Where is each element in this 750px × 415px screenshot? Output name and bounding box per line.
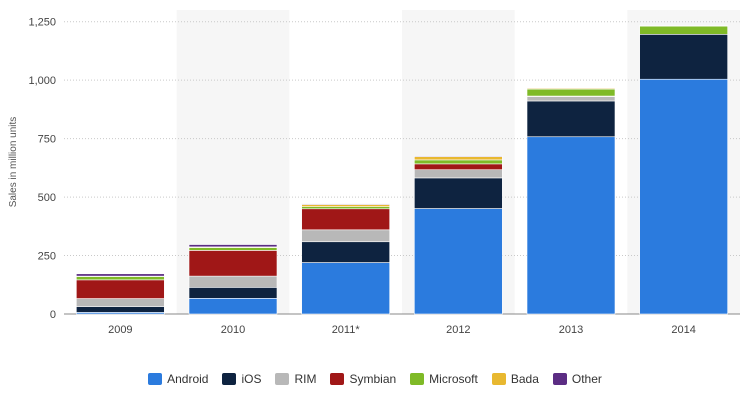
bar-rim-2012 — [414, 169, 503, 179]
legend-swatch — [491, 373, 506, 385]
bar-other-2010 — [188, 244, 278, 248]
bar-symbian-2009 — [76, 279, 165, 299]
legend-item-rim[interactable]: RIM — [275, 372, 316, 386]
y-axis-label: Sales in million units — [8, 117, 19, 208]
bar-ios-2011 — [301, 241, 390, 263]
x-tick-label: 2009 — [108, 324, 132, 336]
bar-android-2010 — [188, 298, 278, 315]
bar-other-2009 — [76, 273, 165, 277]
legend-swatch — [552, 373, 567, 385]
y-tick-label: 1,250 — [28, 17, 56, 29]
legend-item-microsoft[interactable]: Microsoft — [410, 372, 478, 386]
legend-label: Microsoft — [429, 372, 478, 386]
bar-other-2013 — [526, 87, 616, 89]
legend-swatch — [148, 373, 163, 385]
bar-rim-2013 — [526, 96, 616, 102]
bar-android-2011 — [301, 262, 390, 315]
bar-ios-2014 — [639, 34, 728, 80]
bar-symbian-2010 — [188, 250, 278, 277]
x-tick-label: 2013 — [559, 324, 583, 336]
bar-other-2012 — [414, 155, 503, 157]
legend-label: iOS — [241, 372, 262, 386]
bar-rim-2010 — [188, 275, 278, 288]
y-tick-label: 500 — [38, 192, 56, 204]
bar-bada-2011 — [301, 204, 390, 207]
legend-label: Android — [167, 372, 209, 386]
bar-ios-2009 — [76, 306, 165, 313]
bar-microsoft-2012 — [414, 159, 503, 165]
bar-other-2011 — [301, 203, 390, 205]
legend-item-android[interactable]: Android — [148, 372, 208, 386]
bar-ios-2010 — [188, 287, 278, 299]
bar-symbian-2012 — [414, 163, 503, 171]
bar-rim-2011 — [301, 229, 390, 243]
bar-rim-2009 — [76, 298, 165, 307]
bar-ios-2012 — [414, 177, 503, 209]
legend-label: RIM — [294, 372, 317, 386]
bar-microsoft-2014 — [639, 25, 728, 35]
legend-label: Bada — [510, 372, 539, 386]
x-tick-label: 2011* — [332, 324, 361, 336]
legend-item-bada[interactable]: Bada — [491, 372, 539, 386]
legend-item-other[interactable]: Other — [552, 372, 602, 386]
legend-swatch — [275, 373, 290, 385]
x-tick-label: 2012 — [446, 324, 470, 336]
bar-android-2013 — [526, 136, 616, 315]
bar-microsoft-2010 — [188, 247, 278, 251]
bar-android-2014 — [639, 78, 728, 315]
bar-other-2014 — [639, 25, 728, 27]
legend-item-ios[interactable]: iOS — [222, 372, 261, 386]
legend-swatch — [330, 373, 345, 385]
x-tick-label: 2010 — [221, 324, 245, 336]
legend-label: Other — [571, 372, 602, 386]
y-tick-label: 250 — [38, 251, 56, 263]
x-tick-label: 2014 — [671, 324, 695, 336]
y-tick-label: 750 — [38, 134, 56, 146]
legend-label: Symbian — [349, 372, 397, 386]
y-tick-label: 1,000 — [28, 75, 56, 87]
legend-swatch — [410, 373, 425, 385]
bar-microsoft-2013 — [526, 88, 616, 97]
legend: Android iOS RIM Symbian Microsoft Bada Other — [0, 372, 750, 386]
bar-android-2012 — [414, 208, 503, 315]
legend-item-symbian[interactable]: Symbian — [330, 372, 396, 386]
bar-symbian-2011 — [301, 208, 390, 231]
y-tick-label: 0 — [50, 309, 56, 321]
legend-swatch — [222, 373, 237, 385]
bar-ios-2013 — [526, 100, 616, 138]
bar-bada-2012 — [414, 156, 503, 161]
bar-microsoft-2011 — [301, 206, 390, 210]
